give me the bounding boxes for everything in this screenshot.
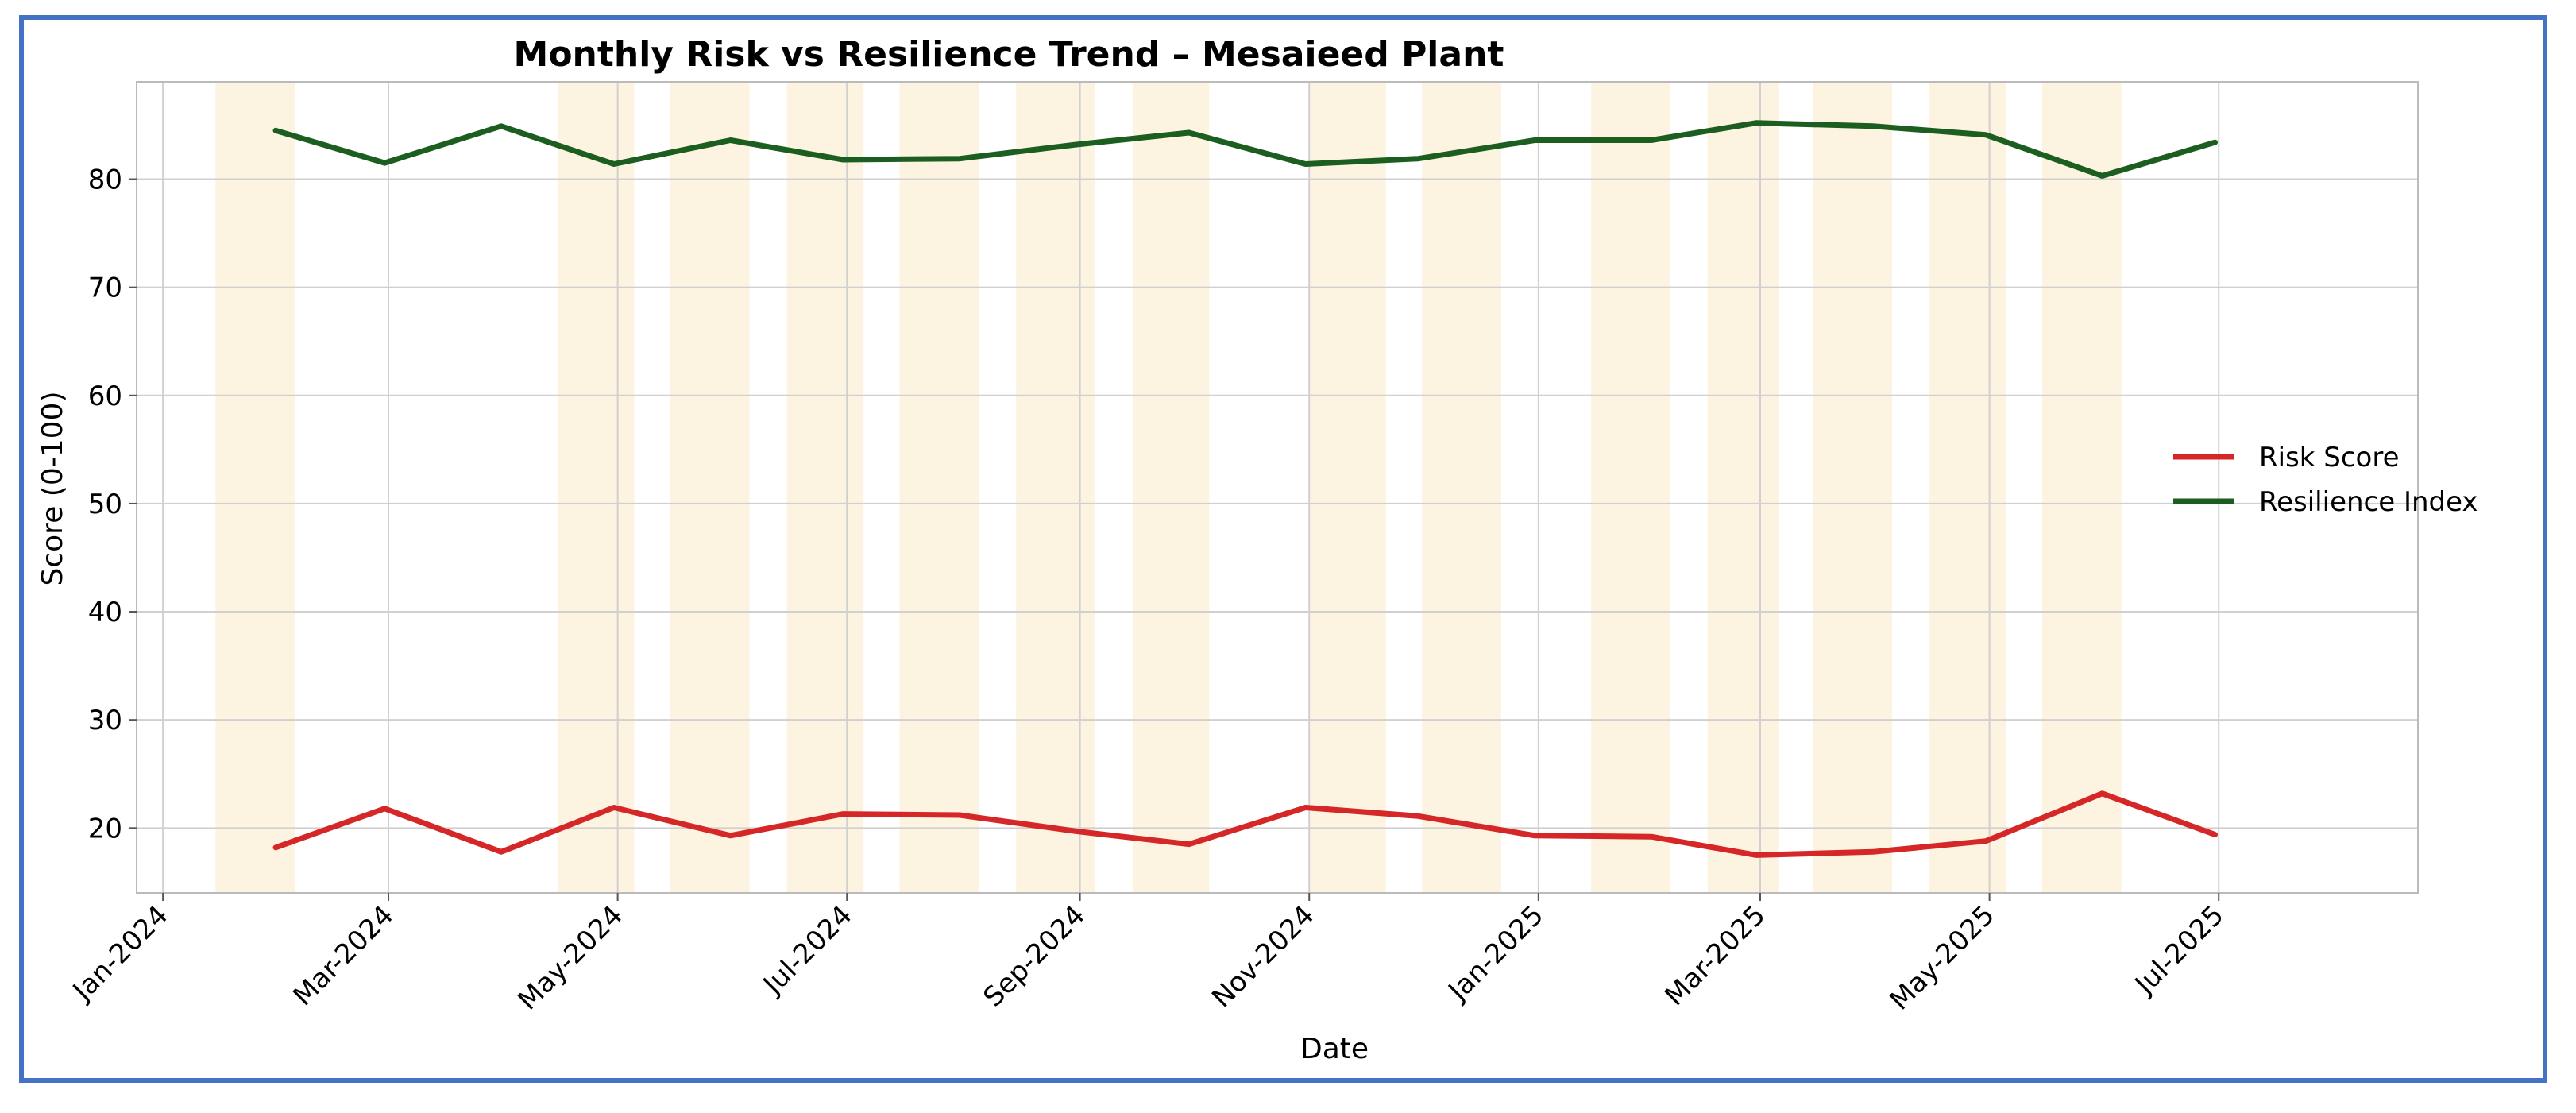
x-tick-label: Jan-2025 xyxy=(1442,899,1551,1008)
y-tick-label: 50 xyxy=(88,489,122,520)
legend-label-resilience-index: Resilience Index xyxy=(2259,486,2478,518)
x-axis-ticks: Jan-2024 Mar-2024 May-2024 Jul-2024 Sep-2024… xyxy=(66,893,2230,1017)
y-tick-label: 70 xyxy=(88,272,122,304)
x-tick-label: Mar-2025 xyxy=(1659,899,1771,1012)
x-tick-label: Mar-2024 xyxy=(287,899,400,1012)
chart-title: Monthly Risk vs Resilience Trend – Mesai… xyxy=(514,34,1504,75)
shaded-band xyxy=(1929,82,2006,893)
shaded-band xyxy=(557,82,635,893)
x-tick-label: Jul-2024 xyxy=(756,899,859,1002)
y-tick-label: 30 xyxy=(88,705,122,736)
shaded-bands xyxy=(215,82,2122,893)
x-axis-label: Date xyxy=(1300,1033,1369,1065)
y-tick-label: 40 xyxy=(88,597,122,628)
chart-frame: 20 30 40 50 60 70 80 Jan-2024 Mar-2024 May-2024 J… xyxy=(19,15,2547,1083)
y-tick-label: 80 xyxy=(88,164,122,196)
shaded-band xyxy=(786,82,864,893)
shaded-band xyxy=(1813,82,1892,893)
shaded-band xyxy=(1707,82,1779,893)
x-tick-label: Jul-2025 xyxy=(2128,899,2230,1002)
series-lines xyxy=(272,120,2218,858)
y-tick-label: 20 xyxy=(88,813,122,844)
plot-background xyxy=(137,82,2418,893)
y-axis-ticks: 20 30 40 50 60 70 80 xyxy=(88,164,137,844)
legend-label-risk-score: Risk Score xyxy=(2259,442,2400,473)
shaded-band xyxy=(1309,82,1386,893)
y-axis-label: Score (0-100) xyxy=(37,392,69,586)
shaded-band xyxy=(2041,82,2122,893)
grid-lines xyxy=(137,82,2418,893)
shaded-band xyxy=(1591,82,1670,893)
y-tick-label: 60 xyxy=(88,381,122,412)
risk-score-line xyxy=(272,790,2218,858)
x-tick-label: Sep-2024 xyxy=(977,899,1091,1013)
shaded-band xyxy=(1132,82,1210,893)
legend: Risk Score Resilience Index xyxy=(2173,442,2478,518)
shaded-band xyxy=(899,82,979,893)
plot-area-border xyxy=(136,81,2419,894)
shaded-band xyxy=(215,82,295,893)
x-tick-label: May-2024 xyxy=(512,899,629,1016)
shaded-band xyxy=(670,82,750,893)
x-tick-label: Nov-2024 xyxy=(1206,899,1320,1014)
shaded-band xyxy=(1422,82,1501,893)
shaded-band xyxy=(1016,82,1095,893)
x-tick-label: May-2025 xyxy=(1884,899,2001,1016)
x-tick-label: Jan-2024 xyxy=(66,899,175,1008)
resilience-index-line xyxy=(272,120,2218,179)
